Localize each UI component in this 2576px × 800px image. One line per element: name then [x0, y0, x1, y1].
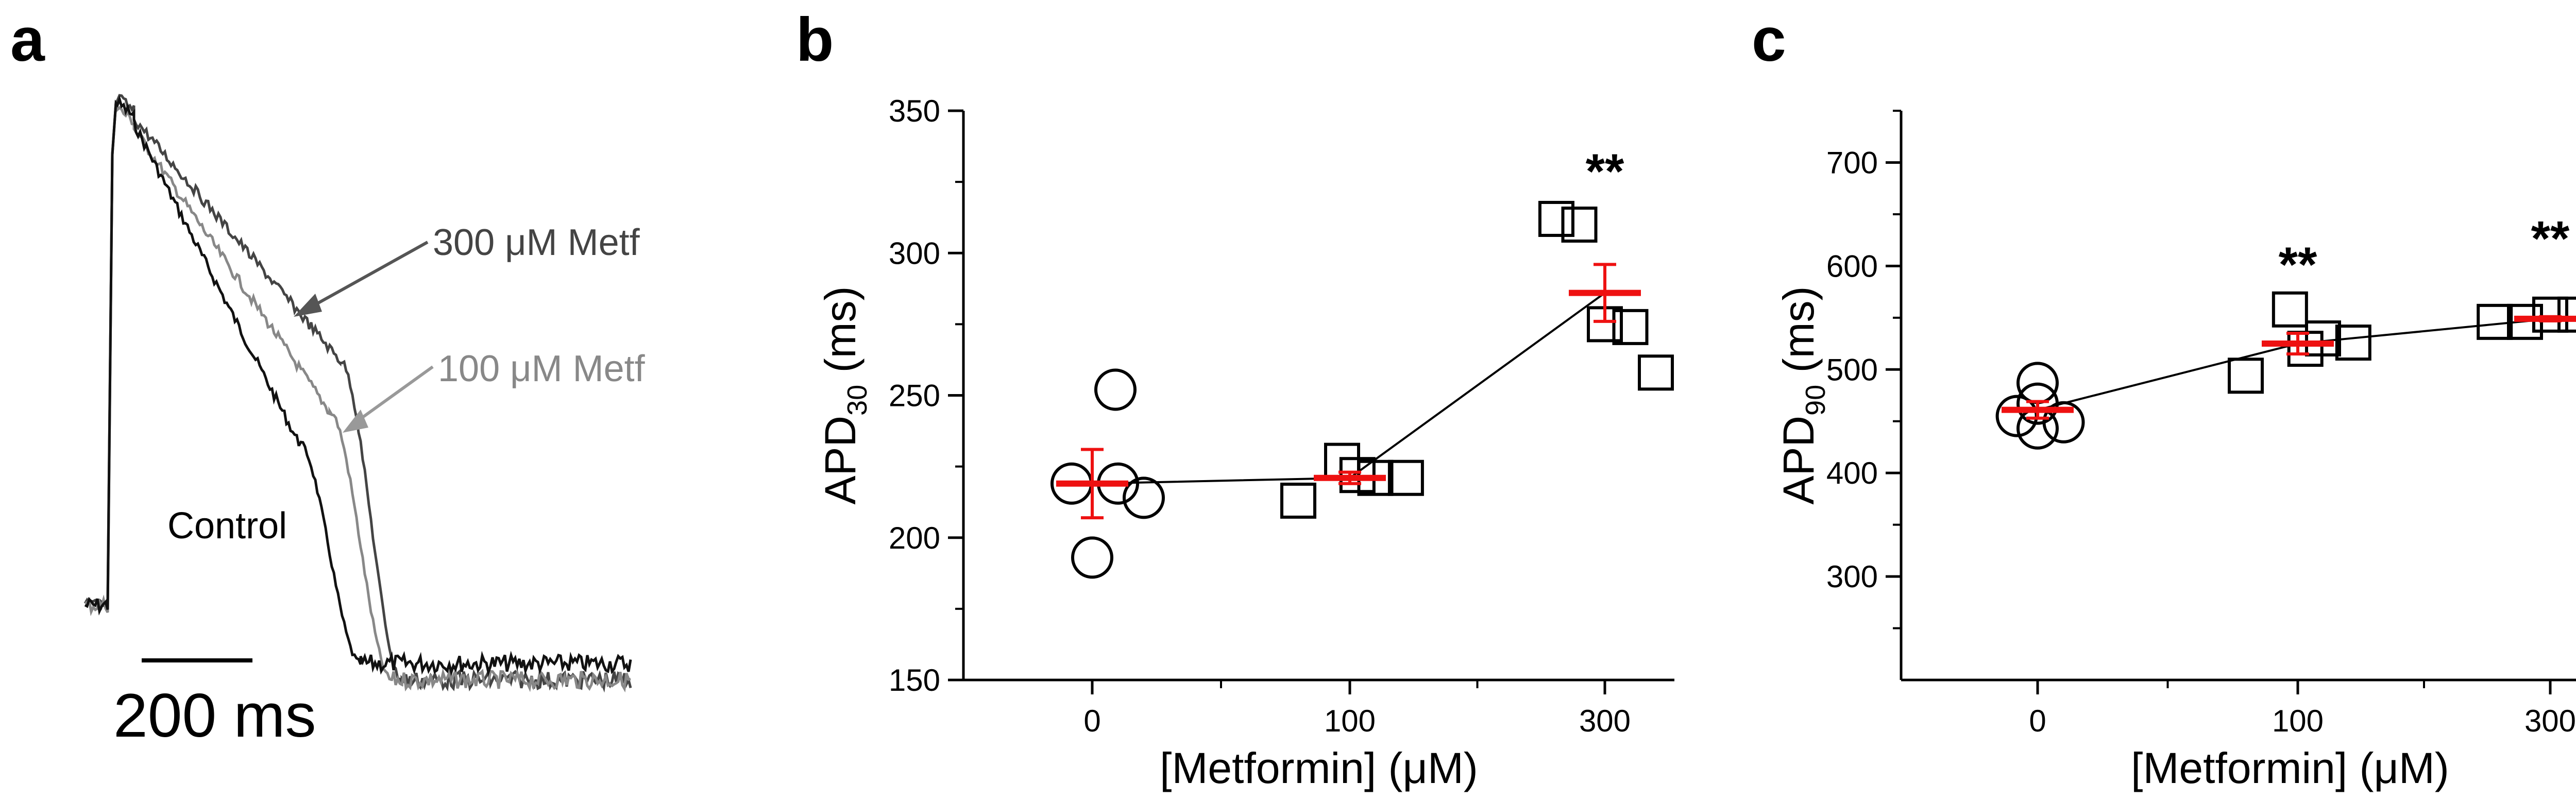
x-tick-label-c: 0 — [2029, 704, 2046, 738]
y-tick-label-b: 200 — [889, 521, 940, 555]
trace-label-300: 300 μM Metf — [433, 222, 640, 263]
x-tick-label-b: 300 — [1579, 704, 1631, 738]
panel-label-c: c — [1752, 5, 1786, 74]
data-point-c — [2532, 296, 2568, 333]
significance-marker-c: ** — [2279, 237, 2317, 292]
data-point-b — [1561, 207, 1598, 243]
data-point-b — [1387, 459, 1424, 496]
significance-marker-c: ** — [2531, 211, 2570, 266]
trace-annotations — [294, 241, 434, 433]
y-tick-label-b: 250 — [889, 379, 940, 413]
data-point-c — [2305, 320, 2341, 356]
y-axis-title-main: APD — [1774, 416, 1823, 505]
data-point-c — [2228, 358, 2264, 394]
y-tick-label-c: 500 — [1826, 352, 1878, 387]
arrow-100-head — [343, 410, 368, 433]
y-axis-title-c: APD90 (ms) — [1774, 286, 1831, 504]
y-tick-label-c: 300 — [1826, 559, 1878, 594]
y-axis-title-b: APD30 (ms) — [816, 286, 873, 504]
y-tick-label-c: 600 — [1826, 249, 1878, 283]
y-tick-label-b: 300 — [889, 236, 940, 270]
trace-label-100: 100 μM Metf — [438, 348, 646, 389]
data-point-c — [2557, 296, 2576, 333]
data-point-c — [2042, 401, 2085, 444]
x-tick-label-b: 100 — [1324, 704, 1376, 738]
x-axis-title-c: [Metformin] (μM) — [2131, 744, 2449, 792]
y-tick-label-c: 700 — [1826, 145, 1878, 180]
arrow-300-line — [308, 241, 429, 310]
scale-bar-label: 200 ms — [113, 681, 316, 750]
data-point-b — [1638, 354, 1674, 391]
trace-control — [84, 95, 632, 677]
data-point-b — [1123, 476, 1165, 519]
y-tick-label-c: 400 — [1826, 456, 1878, 490]
trace-300-metf — [83, 94, 632, 693]
panel-label-a: a — [10, 5, 45, 74]
arrow-100-line — [354, 365, 434, 424]
y-axis-title-main: APD — [816, 416, 865, 505]
ap-traces — [83, 94, 632, 693]
x-tick-label-b: 0 — [1083, 704, 1100, 738]
x-tick-label-c: 300 — [2524, 704, 2576, 738]
data-point-b — [1612, 309, 1649, 345]
y-axis-title-unit: (ms) — [816, 286, 865, 384]
y-tick-label-b: 350 — [889, 94, 940, 128]
x-axis-title-b: [Metformin] (μM) — [1160, 744, 1478, 792]
data-point-b — [1071, 536, 1113, 579]
arrow-300-head — [294, 294, 322, 317]
y-axis-title-unit: (ms) — [1774, 286, 1823, 384]
trace-100-metf — [84, 103, 631, 693]
y-axis-title-sub: 90 — [1800, 385, 1831, 416]
chart-apd30: 150 200 250 300 350 0 100 300 [Metformin] (μM) AP… — [816, 94, 1674, 792]
data-point-b — [1094, 368, 1137, 411]
panel-label-b: b — [796, 5, 834, 74]
mean-connector-b — [1092, 292, 1606, 485]
trace-label-control: Control — [167, 505, 287, 547]
y-axis-title-sub: 30 — [842, 385, 873, 416]
data-point-b — [1538, 200, 1574, 237]
y-tick-label-b: 150 — [889, 663, 940, 697]
data-point-c — [2272, 291, 2308, 328]
data-point-b — [1280, 482, 1316, 519]
data-point-c — [2477, 303, 2513, 340]
x-tick-label-c: 100 — [2272, 704, 2324, 738]
chart-apd90: 300 400 500 600 700 0 100 300 [Metformin] (μM) AP… — [1774, 110, 2576, 792]
data-point-c — [2335, 325, 2371, 361]
significance-marker-b: ** — [1586, 144, 1624, 199]
